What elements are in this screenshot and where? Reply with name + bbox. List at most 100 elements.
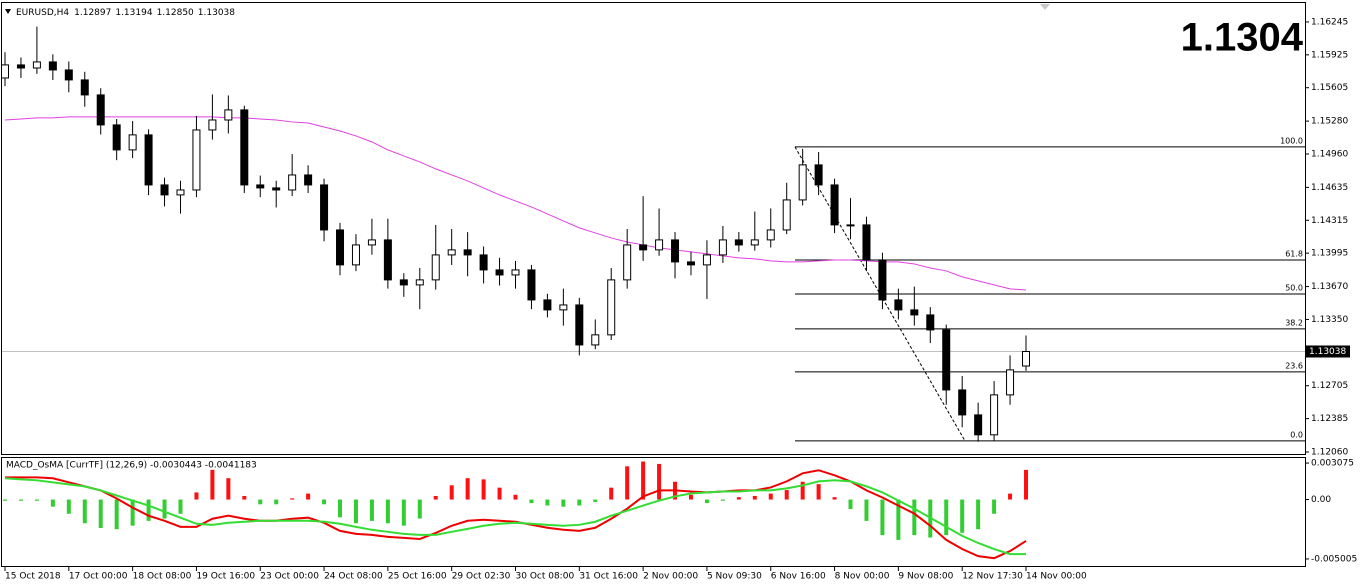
y-tick-label: 1.15605 (1311, 83, 1348, 93)
histogram-bar (641, 461, 646, 500)
macd-line (4, 477, 1026, 556)
candle-body (32, 61, 41, 69)
histogram-bar (34, 499, 39, 501)
candle-body (351, 244, 360, 266)
main-panel (1, 2, 1306, 455)
y-tick-label: 1.15280 (1311, 117, 1348, 127)
x-tick-label: 6 Nov 16:00 (771, 572, 826, 582)
histogram-bar (577, 499, 582, 506)
histogram-bar (274, 499, 279, 505)
candle-body (479, 254, 488, 271)
histogram-bar (545, 499, 550, 506)
indicator-title: MACD_OsMA [CurrTF] (12,26,9) -0.0030443 … (6, 461, 257, 471)
candle-body (958, 389, 967, 416)
histogram-bar (800, 481, 805, 500)
histogram-bar (625, 466, 630, 500)
x-tick-label: 2 Nov 00:00 (643, 572, 698, 582)
candle-body (160, 184, 169, 196)
histogram-bar (1024, 469, 1028, 500)
histogram-bar (322, 499, 327, 505)
histogram-bar (242, 495, 247, 500)
histogram-bar (114, 499, 119, 530)
candle-body (1, 64, 9, 79)
histogram-bar (385, 499, 390, 524)
candle-body (447, 249, 456, 256)
x-tick-label: 19 Oct 16:00 (196, 572, 255, 582)
fib-label: 100.0 (1280, 136, 1303, 145)
candle-body (639, 244, 648, 251)
histogram-bar (18, 499, 23, 501)
indicator-panel (1, 457, 1306, 567)
histogram-bar (816, 484, 821, 500)
candle-body (910, 309, 919, 316)
histogram-bar (130, 499, 135, 526)
candle-body (495, 269, 504, 276)
y-tick-label: 1.16245 (1311, 17, 1348, 27)
y-tick-label: 1.12385 (1311, 414, 1348, 424)
x-tick-label: 12 Nov 17:30 (962, 572, 1023, 582)
y-tick-label: 1.12060 (1311, 448, 1348, 458)
histogram-bar (944, 499, 949, 536)
header-low: 1.12850 (157, 8, 194, 18)
histogram-bar (848, 499, 853, 510)
histogram-bar (449, 485, 454, 500)
y-tick-label: 1.13995 (1311, 249, 1348, 259)
candle-body (718, 239, 727, 256)
x-tick-label: 29 Oct 02:30 (452, 572, 511, 582)
x-tick-label: 5 Nov 09:30 (707, 572, 762, 582)
candle-body (415, 279, 424, 286)
histogram-bar (593, 499, 598, 502)
candle-body (655, 239, 664, 251)
candle-body (766, 229, 775, 241)
candle-body (990, 394, 999, 436)
y-tick-label: 0.00 (1311, 495, 1331, 505)
y-tick-label: 1.13350 (1311, 315, 1348, 325)
header-close: 1.13038 (198, 8, 235, 18)
x-tick-label: 25 Oct 16:00 (388, 572, 447, 582)
histogram-bar (194, 492, 199, 500)
candle-body (304, 174, 313, 186)
fib-label: 0.0 (1290, 430, 1303, 439)
candle-body (830, 184, 839, 226)
fib-label: 50.0 (1285, 283, 1303, 292)
candle-body (591, 334, 600, 346)
histogram-bar (338, 499, 343, 518)
candle-body (846, 224, 855, 227)
histogram-bar (513, 494, 518, 500)
y-tick-label: 1.14960 (1311, 150, 1348, 160)
histogram-bar (529, 499, 534, 504)
candle-body (80, 79, 89, 96)
candle-body (671, 239, 680, 263)
histogram-bar (98, 499, 103, 529)
histogram-bar (465, 478, 470, 500)
x-tick-label: 30 Oct 08:00 (516, 572, 575, 582)
x-tick-label: 24 Oct 08:00 (324, 572, 383, 582)
histogram-bar (290, 498, 295, 500)
histogram-bar (720, 499, 725, 501)
histogram-bar (784, 490, 789, 500)
menu-triangle (5, 9, 11, 14)
y-tick-label: 1.12705 (1311, 381, 1348, 391)
histogram-bar (258, 499, 263, 505)
candle-body (288, 174, 297, 191)
histogram-bar (976, 499, 981, 530)
candle-body (734, 239, 743, 246)
histogram-bar (609, 487, 614, 500)
histogram-bar (481, 479, 486, 500)
candle-body (144, 134, 153, 186)
candle-body (527, 269, 536, 301)
candle-body (272, 187, 281, 191)
x-tick-label: 8 Nov 00:00 (835, 572, 890, 582)
y-tick-label: 1.15925 (1311, 50, 1348, 60)
candle-body (974, 414, 983, 436)
candle-body (926, 314, 935, 331)
x-tick-label: 15 Oct 2018 (5, 572, 61, 582)
histogram-bar (752, 495, 757, 500)
y-tick-label: 1.14635 (1311, 183, 1348, 193)
scroll-marker (1040, 4, 1050, 10)
histogram-bar (146, 499, 151, 521)
candle-body (208, 119, 217, 131)
histogram-bar (688, 494, 693, 500)
candle-body (782, 199, 791, 231)
